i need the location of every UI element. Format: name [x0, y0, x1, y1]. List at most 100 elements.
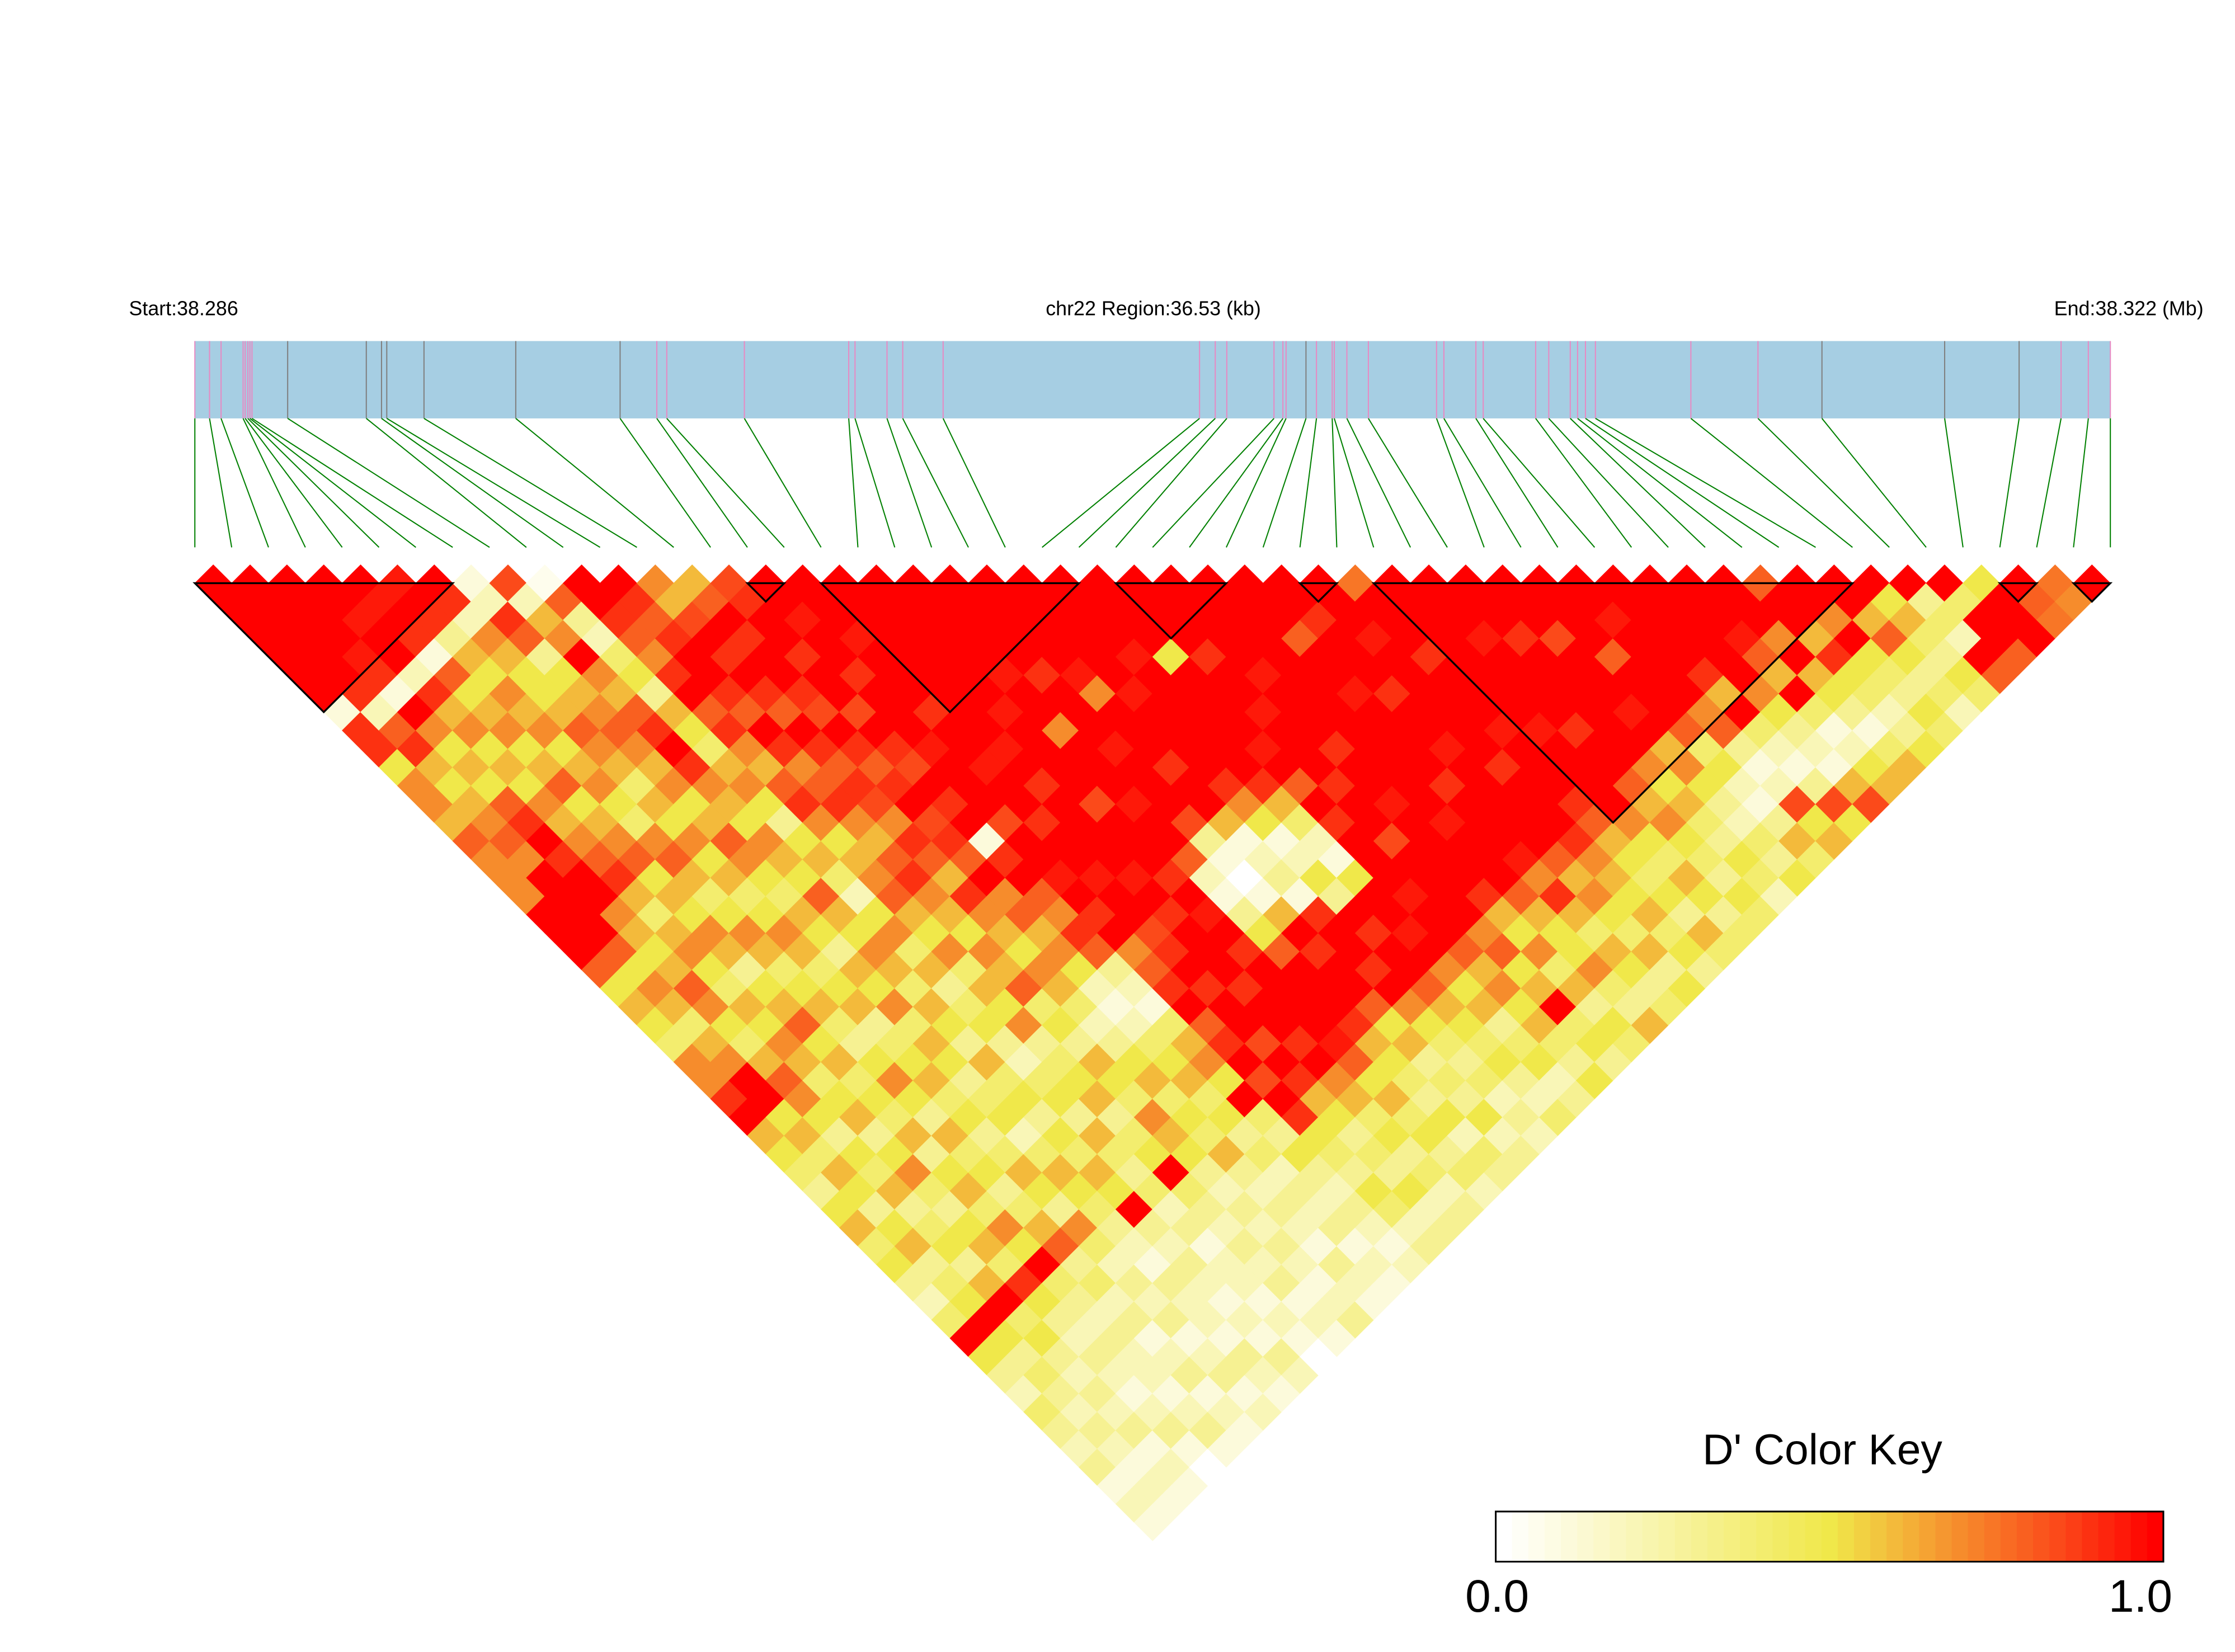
snp-connector-line — [666, 418, 785, 548]
haplotype-block-outline — [1997, 582, 2039, 603]
snp-connector-line — [848, 418, 859, 548]
snp-connector-line — [886, 418, 933, 548]
region-end-label: End:38.322 (Mb) — [2054, 298, 2204, 320]
snp-connector-line — [244, 418, 343, 548]
color-key-step — [2130, 1511, 2148, 1562]
color-key-step — [2114, 1511, 2132, 1562]
genomic-region-bar — [195, 341, 2111, 418]
haplotype-blocks — [192, 582, 2113, 824]
snp-connector-line — [1078, 418, 1216, 548]
snp-connector-line — [1570, 418, 1706, 548]
haplotype-block-outline — [818, 582, 1081, 714]
color-key-step — [1610, 1511, 1627, 1562]
snp-connector-line — [2036, 418, 2062, 548]
snp-markers — [194, 341, 2111, 418]
snp-connector-line — [2073, 418, 2089, 548]
snp-connector-line — [1535, 418, 1632, 548]
color-key-gradient — [1495, 1511, 2164, 1562]
color-key-step — [1528, 1511, 1545, 1562]
color-key-step — [1593, 1511, 1611, 1562]
color-key-step — [1691, 1511, 1708, 1562]
color-key-step — [1886, 1511, 1904, 1562]
color-key-title: D' Color Key — [1702, 1425, 1942, 1474]
color-key-step — [1805, 1511, 1822, 1562]
color-key-step — [1951, 1511, 1969, 1562]
haplotype-block-outline — [745, 582, 787, 603]
color-key-max-label: 1.0 — [2109, 1571, 2172, 1622]
snp-connector-line — [1443, 418, 1522, 548]
snp-connector-line — [744, 418, 822, 548]
color-key-min-label: 0.0 — [1465, 1571, 1529, 1622]
haplotype-block-outline — [1113, 582, 1229, 640]
color-key-step — [1626, 1511, 1643, 1562]
snp-connector-line — [247, 418, 380, 548]
snp-connector-line — [381, 418, 564, 548]
snp-connector-line — [854, 418, 896, 548]
snp-connector-line — [1436, 418, 1485, 548]
color-key-step — [2000, 1511, 2017, 1562]
snp-connector-line — [1585, 418, 1780, 548]
color-key-step — [1903, 1511, 1920, 1562]
snp-connector-line — [1346, 418, 1411, 548]
color-key-step — [1968, 1511, 1985, 1562]
color-key-step — [1919, 1511, 1936, 1562]
snp-connector-line — [366, 418, 527, 548]
haplotype-block-outline — [1297, 582, 1339, 603]
snp-connector-line — [1115, 418, 1227, 548]
snp-connector-line — [619, 418, 711, 548]
color-key-step — [1740, 1511, 1757, 1562]
snp-connector-line — [1189, 418, 1283, 548]
snp-connector-line — [1475, 418, 1559, 548]
color-key-step — [1853, 1511, 1871, 1562]
region-length-label: chr22 Region:36.53 (kb) — [1046, 298, 1261, 320]
color-key-step — [1544, 1511, 1561, 1562]
color-key-step — [1772, 1511, 1790, 1562]
color-key-step — [1495, 1511, 1513, 1562]
color-key-step — [1512, 1511, 1529, 1562]
color-key-step — [1724, 1511, 1740, 1562]
snp-connector-line — [942, 418, 1006, 548]
snp-connector-line — [1226, 418, 1287, 548]
color-key-step — [1561, 1511, 1578, 1562]
snp-connector-line — [1690, 418, 1853, 548]
color-key: D' Color Key 0.0 1.0 — [1465, 1425, 2172, 1622]
color-key-step — [1821, 1511, 1838, 1562]
color-key-step — [1674, 1511, 1692, 1562]
color-key-step — [1658, 1511, 1676, 1562]
color-key-step — [2082, 1511, 2099, 1562]
snp-connector-line — [1757, 418, 1890, 548]
color-key-step — [1642, 1511, 1659, 1562]
color-key-step — [2033, 1511, 2050, 1562]
snp-connector-line — [1483, 418, 1596, 548]
snp-connector-line — [424, 418, 637, 548]
snp-connector-line — [287, 418, 490, 548]
snp-connector-line — [1299, 418, 1318, 548]
snp-connector-line — [1334, 418, 1375, 548]
snp-connector-line — [242, 418, 306, 548]
snp-connector-lines — [194, 418, 2111, 548]
snp-connector-line — [1577, 418, 1743, 548]
snp-connector-line — [902, 418, 969, 548]
color-key-step — [2065, 1511, 2083, 1562]
snp-connector-line — [209, 418, 233, 548]
snp-connector-line — [1548, 418, 1669, 548]
snp-connector-line — [1262, 418, 1307, 548]
snp-connector-line — [250, 418, 416, 548]
snp-connector-line — [1368, 418, 1448, 548]
color-key-step — [1984, 1511, 2001, 1562]
snp-connector-line — [1595, 418, 1816, 548]
snp-connector-line — [1331, 418, 1338, 548]
ld-cells — [194, 564, 2111, 1541]
haplotype-block-outline — [1371, 582, 1855, 824]
snp-connector-line — [251, 418, 453, 548]
color-key-step — [1707, 1511, 1724, 1562]
color-key-step — [2016, 1511, 2034, 1562]
snp-connector-line — [1821, 418, 1927, 548]
snp-connector-line — [656, 418, 748, 548]
color-key-step — [1837, 1511, 1855, 1562]
snp-connector-line — [1152, 418, 1274, 548]
snp-connector-line — [1999, 418, 2020, 548]
color-key-step — [1870, 1511, 1887, 1562]
color-key-frame — [1495, 1510, 2165, 1563]
